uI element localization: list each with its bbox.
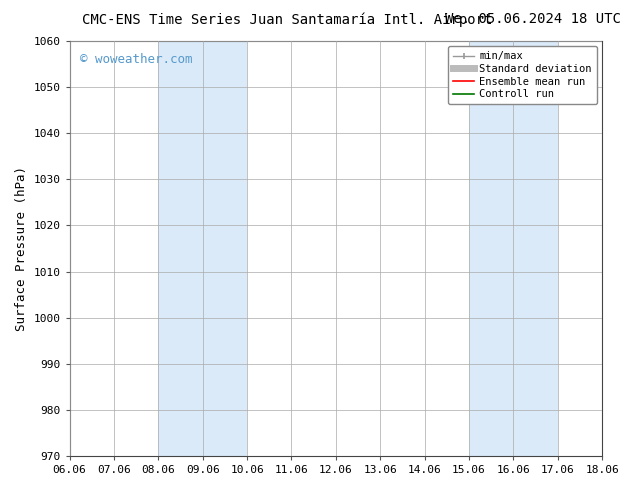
Legend: min/max, Standard deviation, Ensemble mean run, Controll run: min/max, Standard deviation, Ensemble me… bbox=[448, 46, 597, 104]
Text: We. 05.06.2024 18 UTC: We. 05.06.2024 18 UTC bbox=[446, 12, 621, 26]
Bar bbox=[158, 41, 247, 456]
Bar bbox=[469, 41, 558, 456]
Y-axis label: Surface Pressure (hPa): Surface Pressure (hPa) bbox=[15, 166, 28, 331]
Text: CMC-ENS Time Series Juan Santamaría Intl. Airport: CMC-ENS Time Series Juan Santamaría Intl… bbox=[82, 12, 493, 27]
Text: © woweather.com: © woweather.com bbox=[81, 53, 193, 67]
